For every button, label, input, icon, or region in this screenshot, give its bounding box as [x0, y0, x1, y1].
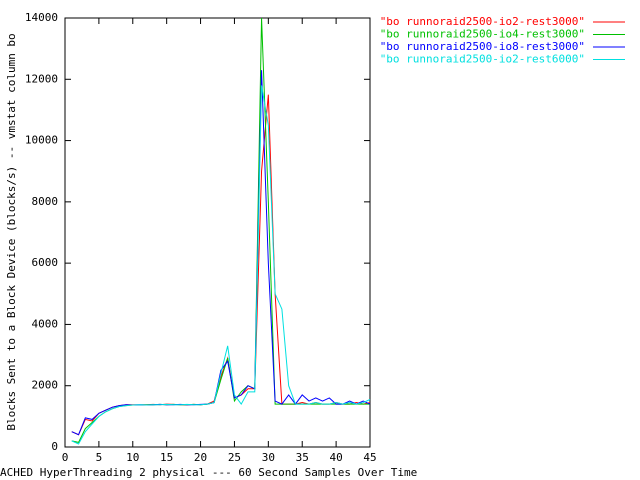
data-line [71, 85, 371, 445]
legend-label: "bo runnoraid2500-io2-rest6000" [380, 53, 585, 66]
x-tick-label: 45 [363, 451, 376, 464]
legend-label: "bo runnoraid2500-io8-rest3000" [380, 40, 585, 53]
y-tick-label: 6000 [32, 256, 59, 269]
x-axis-label: ACHED HyperThreading 2 physical --- 60 S… [0, 466, 417, 479]
x-tick-label: 10 [126, 451, 139, 464]
x-tick-label: 15 [160, 451, 173, 464]
x-tick-label: 40 [329, 451, 342, 464]
y-tick-label: 10000 [25, 134, 58, 147]
legend-label: "bo runnoraid2500-io2-rest3000" [380, 15, 585, 28]
x-tick-label: 0 [62, 451, 69, 464]
y-tick-label: 8000 [32, 195, 59, 208]
y-tick-label: 2000 [32, 379, 59, 392]
plot-frame [64, 17, 371, 448]
legend-label: "bo runnoraid2500-io4-rest3000" [380, 28, 585, 41]
x-tick-label: 20 [194, 451, 207, 464]
x-tick-label: 35 [296, 451, 309, 464]
y-axis-label: Blocks Sent to a Block Device (blocks/s)… [5, 33, 18, 430]
y-tick-label: 14000 [25, 11, 58, 24]
y-tick-label: 0 [51, 440, 58, 453]
y-tick-label: 12000 [25, 72, 58, 85]
data-line [71, 70, 371, 436]
x-tick-label: 5 [96, 451, 103, 464]
x-tick-label: 30 [262, 451, 275, 464]
y-tick-label: 4000 [32, 317, 59, 330]
x-tick-label: 25 [228, 451, 241, 464]
